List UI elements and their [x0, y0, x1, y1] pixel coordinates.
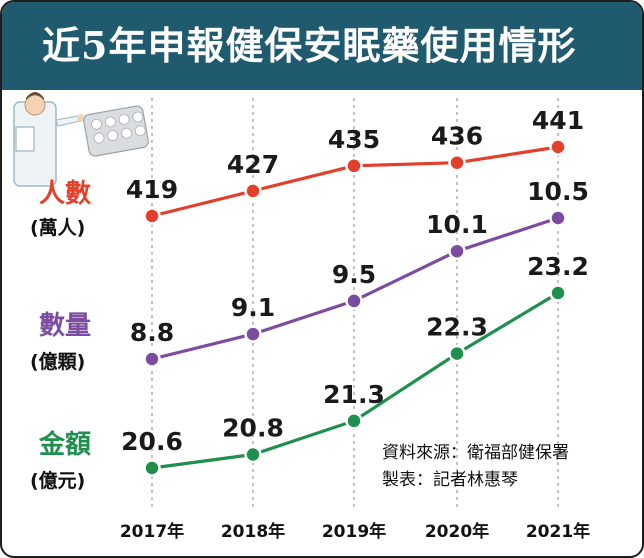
x-tick-label: 2019年: [322, 521, 386, 542]
data-point: [549, 284, 567, 302]
data-point: [244, 325, 262, 343]
data-point: [448, 242, 466, 260]
data-point: [345, 157, 363, 175]
x-tick-label: 2021年: [526, 521, 590, 542]
data-label: 20.8: [222, 414, 284, 443]
legend-series-name: 人數: [39, 179, 91, 209]
data-label: 10.1: [426, 210, 488, 239]
data-point: [143, 459, 161, 477]
pill-blister-pack-icon: [83, 105, 149, 157]
title-bar: 近5年申報健保安眠藥使用情形: [2, 2, 642, 90]
data-label: 21.3: [323, 380, 385, 409]
doctor-illustration: [13, 92, 85, 187]
x-tick-label: 2020年: [425, 521, 489, 542]
credit-note: 製表：記者林惠琴: [382, 470, 518, 490]
data-point: [143, 207, 161, 225]
x-tick-label: 2018年: [221, 521, 285, 542]
data-label: 441: [532, 106, 584, 135]
chart-title: 近5年申報健保安眠藥使用情形: [42, 23, 577, 68]
data-point: [345, 412, 363, 430]
legend-series-unit: (億元): [30, 469, 85, 492]
data-label: 22.3: [426, 313, 488, 342]
data-point: [244, 445, 262, 464]
data-label: 23.2: [527, 252, 589, 281]
data-label: 10.5: [527, 177, 589, 206]
data-label: 436: [431, 122, 483, 151]
legend-series-unit: (億顆): [30, 350, 85, 373]
data-label: 9.1: [231, 293, 275, 322]
legend-series-name: 金額: [38, 429, 91, 460]
data-point: [549, 138, 567, 156]
x-tick-label: 2017年: [120, 521, 184, 542]
series-points: [143, 138, 567, 477]
legend-series-unit: (萬人): [30, 217, 85, 239]
data-labels: 419 427 435 436 441 8.8 9.1 9.5 10.1 10.5 20.6 20.8…: [121, 106, 589, 456]
data-point: [448, 153, 466, 172]
data-label: 9.5: [332, 260, 376, 289]
x-axis-tick-labels: 2017年 2018年 2019年 2020年 2021年: [120, 521, 590, 542]
data-point: [143, 350, 161, 368]
data-label: 419: [126, 175, 178, 204]
data-label: 435: [328, 125, 380, 154]
series-legend: 人數 (萬人) 數量 (億顆) 金額 (億元): [30, 179, 91, 492]
data-point: [345, 292, 363, 310]
data-point: [549, 209, 567, 227]
data-point: [448, 344, 466, 363]
source-note: 資料來源：衛福部健保署: [382, 443, 569, 463]
data-label: 427: [227, 150, 279, 179]
data-label: 8.8: [130, 318, 174, 347]
data-label: 20.6: [121, 427, 183, 456]
legend-series-name: 數量: [39, 311, 91, 341]
data-point: [244, 182, 262, 200]
